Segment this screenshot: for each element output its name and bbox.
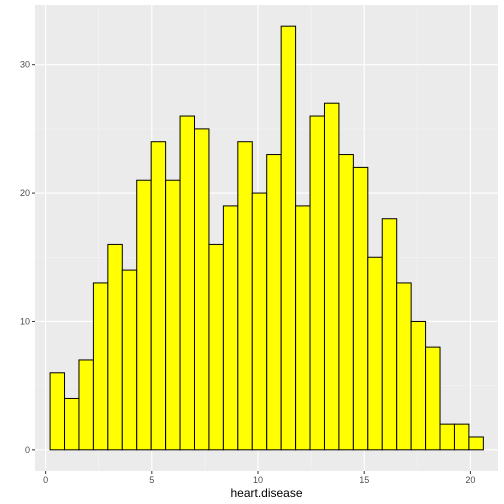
histogram-bar [151, 142, 165, 450]
histogram-bar [180, 116, 194, 450]
x-tick-label: 0 [43, 475, 48, 485]
x-tick-label: 20 [465, 475, 475, 485]
histogram-bar [65, 398, 79, 449]
histogram-bar [166, 180, 180, 450]
histogram-bar [368, 257, 382, 450]
histogram-bar [296, 206, 310, 450]
histogram-bar [426, 347, 440, 450]
histogram-bar [454, 424, 468, 450]
y-tick-label: 10 [20, 316, 30, 326]
histogram-bar [397, 283, 411, 450]
histogram-bar [353, 167, 367, 449]
histogram-bar [195, 129, 209, 450]
histogram-bar [209, 244, 223, 449]
histogram-bar [411, 321, 425, 449]
histogram-bar [440, 424, 454, 450]
x-tick-label: 15 [359, 475, 369, 485]
histogram-bar [79, 360, 93, 450]
x-axis: 0 5 10 15 20 [43, 471, 475, 485]
histogram-bar [108, 244, 122, 449]
histogram-bar [223, 206, 237, 450]
x-tick-label: 10 [253, 475, 263, 485]
x-tick-label: 5 [149, 475, 154, 485]
histogram-bar [281, 26, 295, 450]
histogram-bar [137, 180, 151, 450]
y-tick-label: 30 [20, 60, 30, 70]
y-tick-label: 0 [25, 445, 30, 455]
histogram-bar [310, 116, 324, 450]
histogram-bar [267, 155, 281, 450]
histogram-bar [50, 373, 64, 450]
histogram-bar [93, 283, 107, 450]
histogram-bar [339, 155, 353, 450]
histogram-bar [122, 270, 136, 450]
histogram-bar [324, 103, 338, 450]
histogram-bar [469, 437, 483, 450]
x-axis-title: heart.disease [230, 486, 302, 500]
histogram-bar [252, 193, 266, 450]
histogram-bar [382, 219, 396, 450]
y-axis: 0 10 20 30 [20, 60, 35, 455]
y-tick-label: 20 [20, 188, 30, 198]
histogram-bar [238, 142, 252, 450]
